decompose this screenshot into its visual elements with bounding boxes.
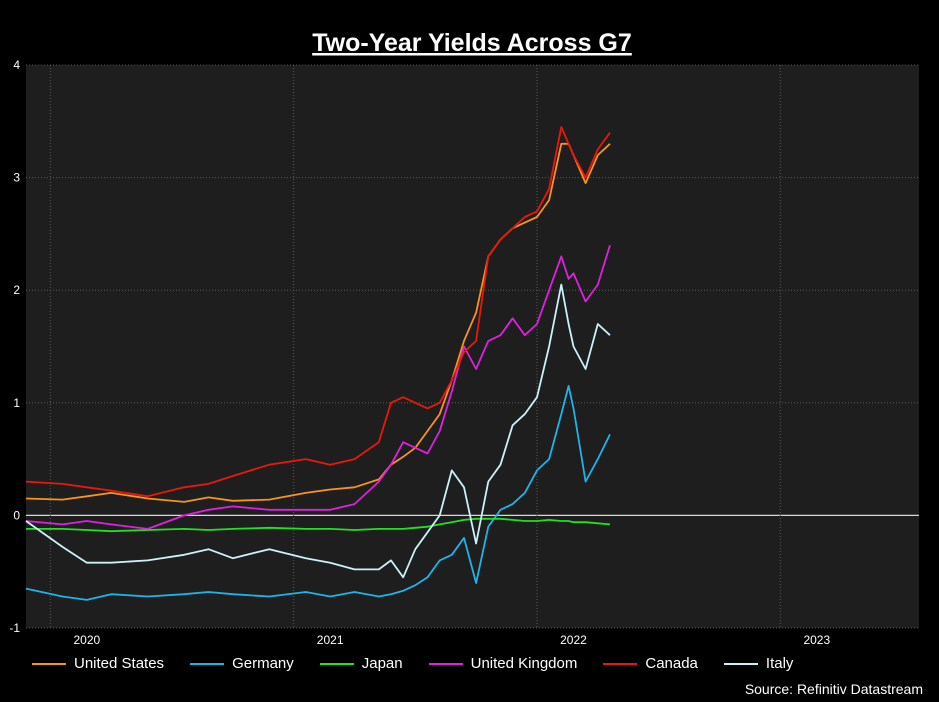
legend-label: United States [74,655,165,672]
y-tick-label: 0 [13,508,20,522]
source-note: Source: Refinitiv Datastream [744,681,923,697]
x-tick-label: 2021 [317,633,344,647]
y-tick-label: 3 [13,171,20,185]
series-line-united-kingdom [25,244,611,530]
legend-swatch [190,662,225,665]
legend-label: Canada [645,655,698,672]
y-tick-label: -1 [9,621,20,635]
y-tick-label: 4 [13,58,20,72]
legend-item: United Kingdom [428,655,578,672]
series-line-japan [26,517,611,533]
legend-swatch [319,662,354,665]
x-tick-label: 2022 [560,633,587,647]
grid-lines [26,64,919,629]
legend-label: Japan [361,655,403,672]
legend-swatch [723,662,758,665]
plot-area [26,65,919,628]
legend-item: Italy [723,655,794,672]
legend-item: Japan [319,655,403,672]
series-lines [25,126,611,601]
series-line-germany [25,385,611,601]
x-tick-label: 2020 [73,633,100,647]
chart-title: Two-Year Yields Across G7 [312,29,632,57]
series-line-united-states [25,142,611,503]
y-tick-label: 2 [13,283,20,297]
x-tick-label: 2023 [803,633,830,647]
legend-label: Italy [765,655,794,672]
legend-swatch [603,662,638,665]
axes: 4 3 2 1 0 -1 2020 2021 2022 2023 [9,58,830,647]
series-line-canada [25,126,611,498]
series-line-italy [25,283,611,579]
legend-swatch [428,662,463,665]
legend-item: Germany [190,655,294,672]
chart-legend: United States Germany Japan United Kingdom C… [32,655,819,672]
legend-item: Canada [603,655,698,672]
legend-item: United States [32,655,164,672]
legend-label: United Kingdom [470,655,578,672]
legend-label: Germany [232,655,294,672]
y-tick-label: 1 [13,396,20,410]
legend-swatch [32,662,66,665]
